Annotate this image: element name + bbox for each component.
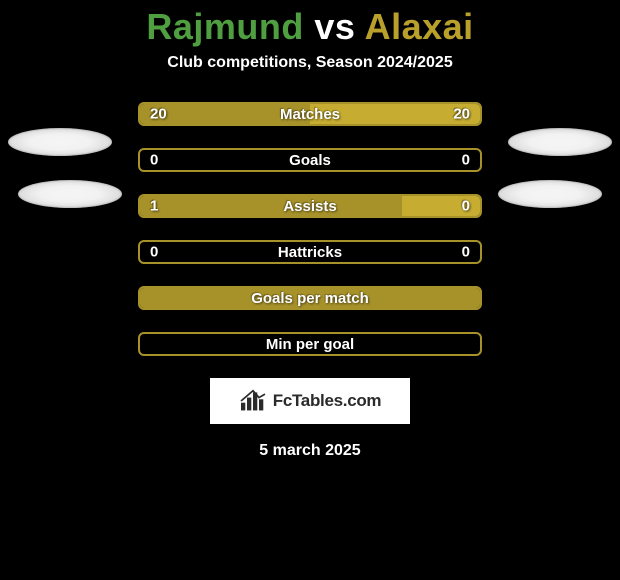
stat-value-right: 0 bbox=[462, 244, 470, 261]
left-shape-2 bbox=[18, 180, 122, 208]
stat-value-right: 0 bbox=[462, 198, 470, 215]
left-shape-1 bbox=[8, 128, 112, 156]
stat-value-left: 0 bbox=[150, 244, 158, 261]
subtitle: Club competitions, Season 2024/2025 bbox=[0, 54, 620, 72]
brand-badge: FcTables.com bbox=[210, 378, 410, 424]
title-left: Rajmund bbox=[146, 6, 304, 47]
page-title: Rajmund vs Alaxai bbox=[0, 0, 620, 48]
stat-label: Goals per match bbox=[251, 290, 369, 307]
comparison-chart: 20 20 Matches 0 0 Goals 1 0 Assists 0 0 Hattricks Go… bbox=[0, 102, 620, 356]
date-text: 5 march 2025 bbox=[0, 442, 620, 460]
right-shape-1 bbox=[508, 128, 612, 156]
stat-label: Min per goal bbox=[266, 336, 354, 353]
right-shape-2 bbox=[498, 180, 602, 208]
bar-fill-left bbox=[140, 196, 402, 216]
stat-row: 20 20 Matches bbox=[138, 102, 482, 126]
stat-row: 0 0 Goals bbox=[138, 148, 482, 172]
stat-value-left: 20 bbox=[150, 106, 167, 123]
stat-value-right: 0 bbox=[462, 152, 470, 169]
stat-rows: 20 20 Matches 0 0 Goals 1 0 Assists 0 0 Hattricks Go… bbox=[138, 102, 482, 356]
brand-text: FcTables.com bbox=[273, 391, 382, 411]
stat-label: Matches bbox=[280, 106, 340, 123]
stat-label: Hattricks bbox=[278, 244, 342, 261]
stat-value-left: 1 bbox=[150, 198, 158, 215]
stat-label: Assists bbox=[283, 198, 336, 215]
title-right: Alaxai bbox=[365, 6, 474, 47]
stat-row: Goals per match bbox=[138, 286, 482, 310]
stat-row: 0 0 Hattricks bbox=[138, 240, 482, 264]
stat-value-left: 0 bbox=[150, 152, 158, 169]
bar-chart-icon bbox=[239, 389, 267, 413]
stat-row: 1 0 Assists bbox=[138, 194, 482, 218]
stat-row: Min per goal bbox=[138, 332, 482, 356]
stat-value-right: 20 bbox=[453, 106, 470, 123]
stat-label: Goals bbox=[289, 152, 331, 169]
title-vs: vs bbox=[304, 6, 365, 47]
